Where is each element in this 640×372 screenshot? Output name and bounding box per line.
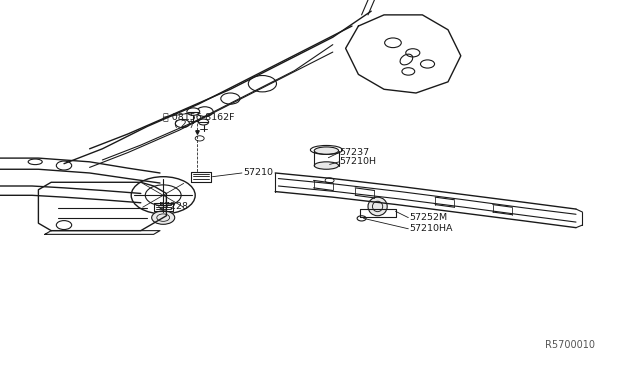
- Circle shape: [198, 119, 209, 125]
- Ellipse shape: [314, 147, 339, 154]
- Text: 57210H: 57210H: [339, 157, 376, 166]
- Text: 57210HA: 57210HA: [410, 224, 453, 233]
- Text: 57252M: 57252M: [410, 213, 448, 222]
- Ellipse shape: [368, 197, 387, 216]
- Text: 57228: 57228: [159, 202, 189, 211]
- Circle shape: [152, 211, 175, 224]
- Ellipse shape: [314, 162, 339, 169]
- Text: 57210: 57210: [243, 169, 273, 177]
- Text: 57237: 57237: [339, 148, 369, 157]
- Text: Ⓑ 08156-8162F: Ⓑ 08156-8162F: [163, 113, 235, 122]
- Text: R5700010: R5700010: [545, 340, 595, 350]
- Text: ( 2 ): ( 2 ): [174, 120, 193, 129]
- Circle shape: [187, 108, 200, 115]
